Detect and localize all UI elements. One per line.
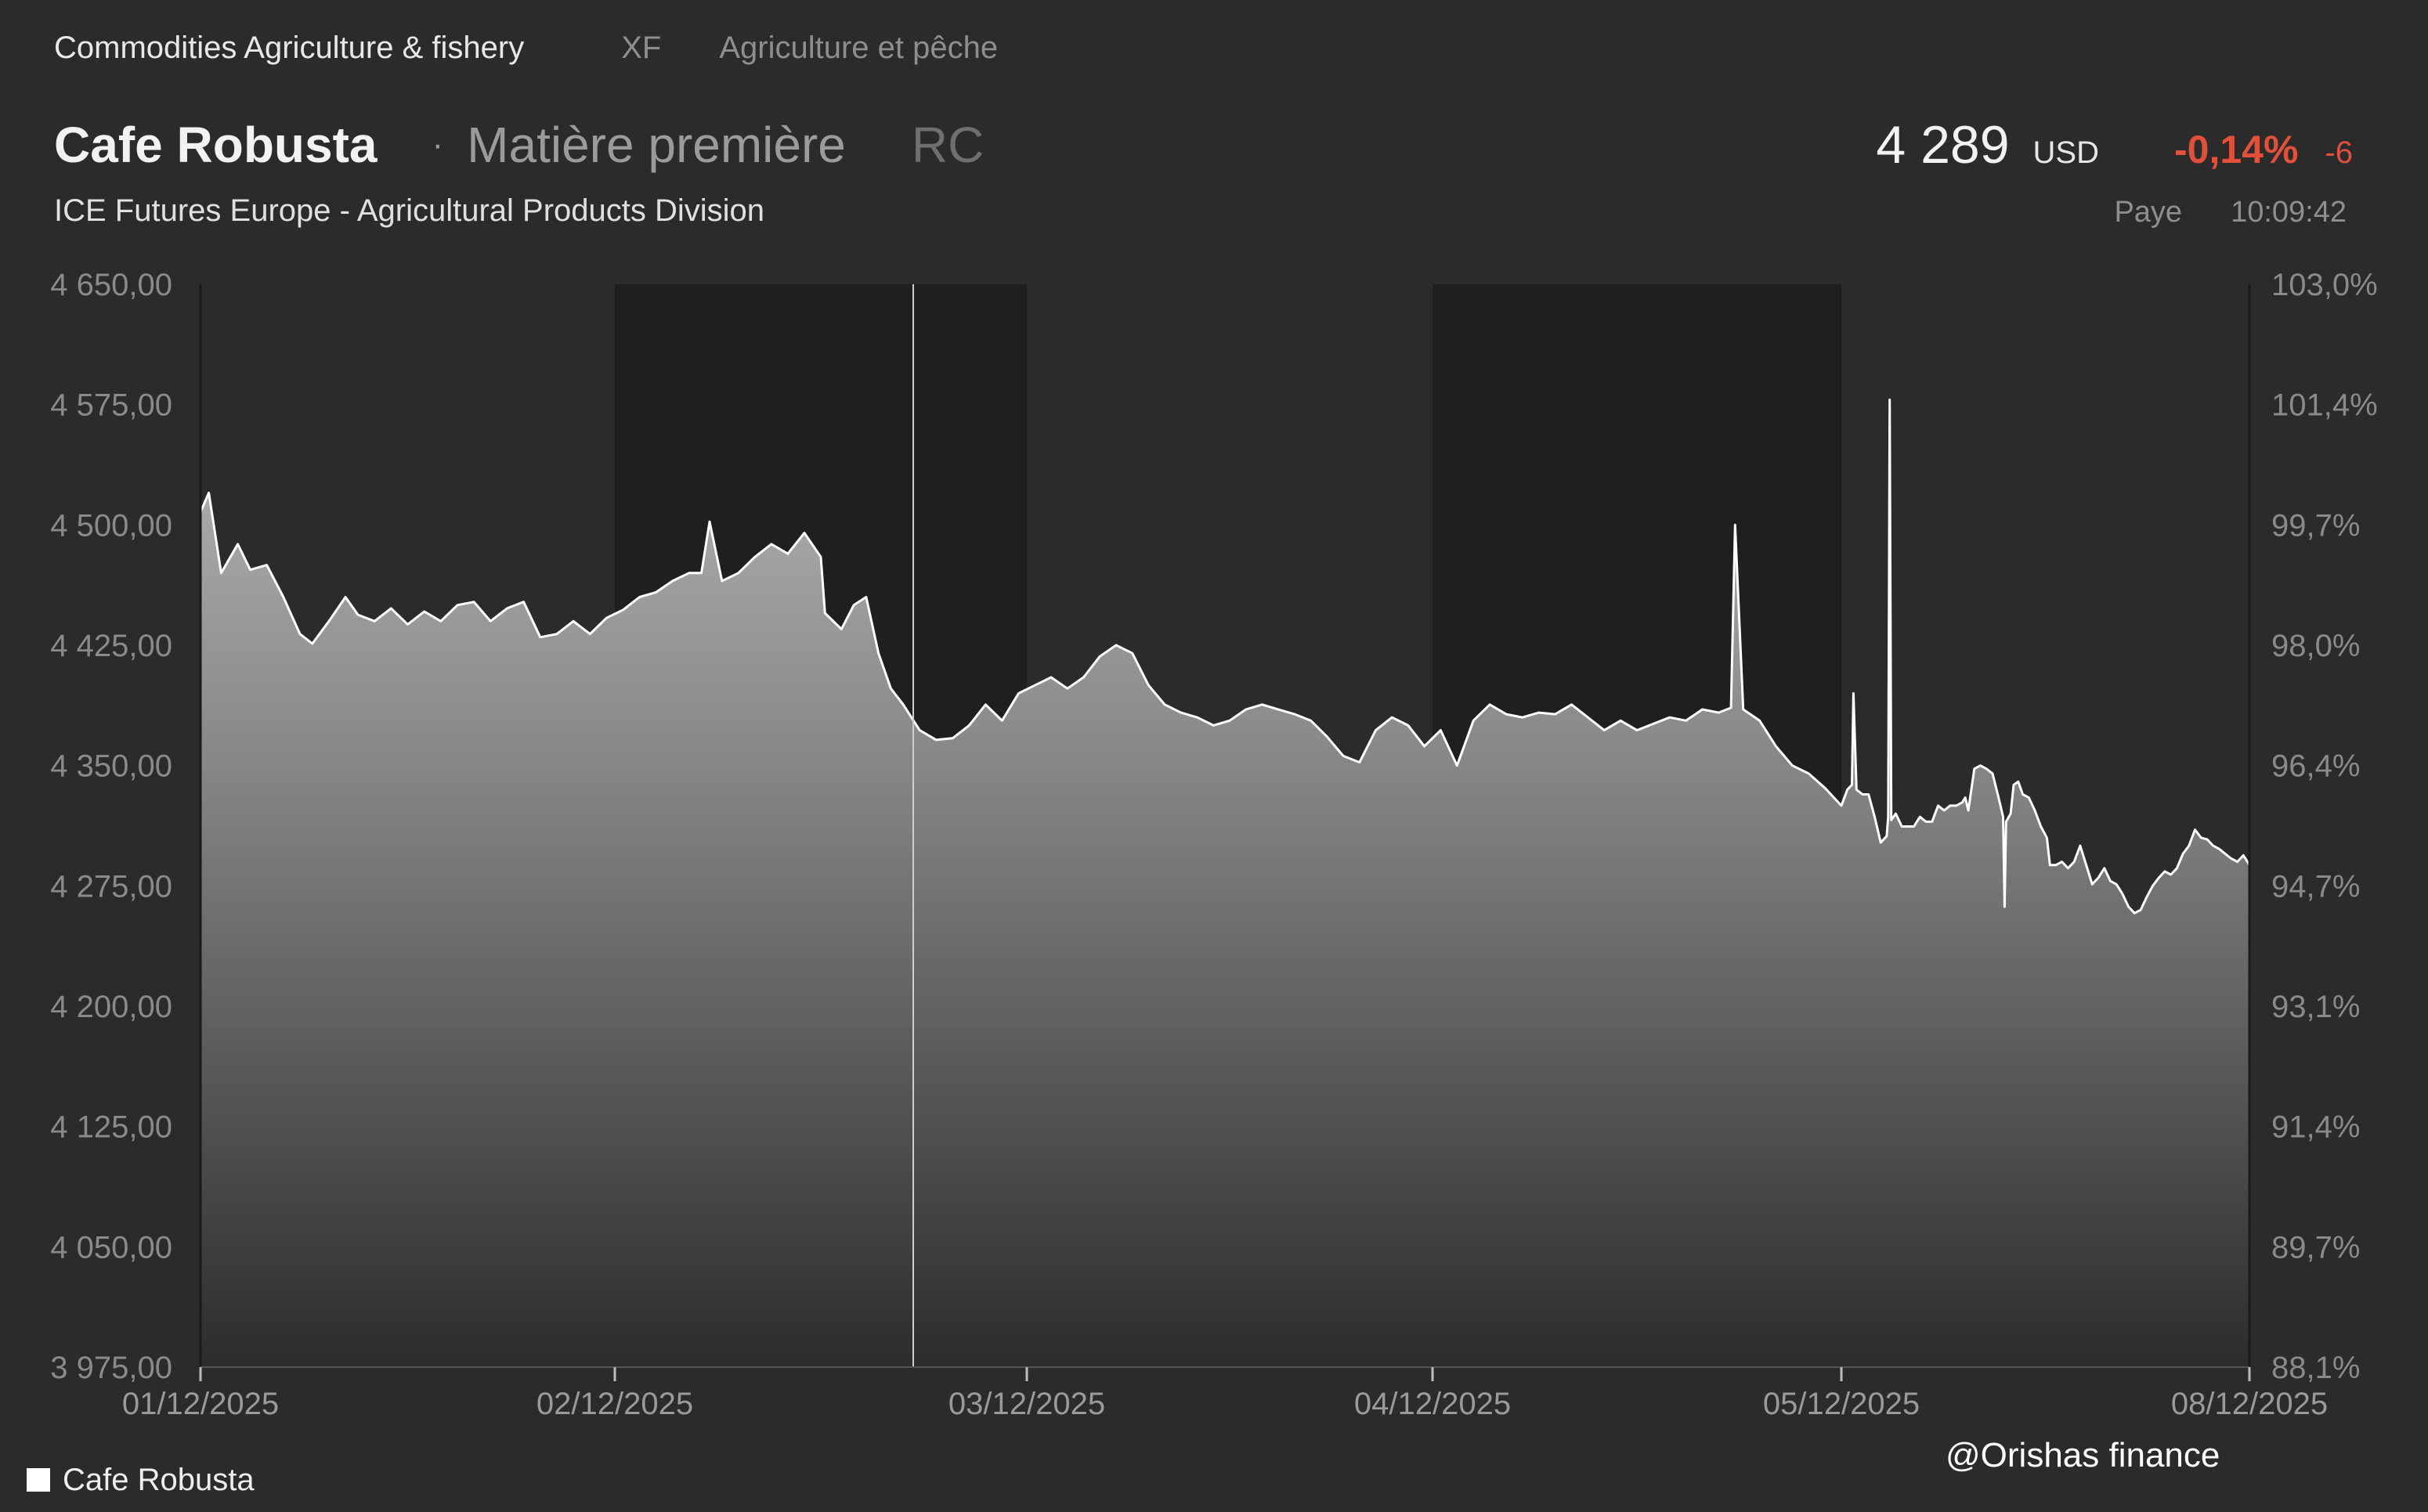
y2-tick-label: 88,1% (2271, 1351, 2360, 1385)
y2-tick-label: 101,4% (2271, 388, 2378, 423)
change-absolute: -6 (2325, 135, 2353, 170)
watermark: @Orishas finance (1946, 1436, 2220, 1474)
instrument-type: Matière première (467, 117, 846, 173)
y2-tick-label: 89,7% (2271, 1230, 2360, 1265)
x-tick-label: 04/12/2025 (1354, 1387, 1511, 1421)
y2-tick-label: 99,7% (2271, 508, 2360, 543)
y-tick-label: 4 650,00 (50, 268, 172, 302)
title-row: Cafe Robusta · Matière première RC (54, 110, 984, 180)
x-tick-label: 03/12/2025 (948, 1387, 1105, 1421)
breadcrumb-code[interactable]: XF (621, 30, 662, 65)
x-tick-label: 08/12/2025 (2171, 1387, 2328, 1421)
page-title: Cafe Robusta (54, 117, 378, 173)
currency: USD (2032, 135, 2099, 170)
y2-tick-label: 98,0% (2271, 629, 2360, 663)
x-tick-label: 02/12/2025 (537, 1387, 693, 1421)
breadcrumb: Commodities Agriculture & fishery XF Agr… (54, 28, 998, 67)
y2-tick-label: 93,1% (2271, 990, 2360, 1024)
y-tick-label: 4 125,00 (50, 1110, 172, 1145)
breadcrumb-category[interactable]: Commodities Agriculture & fishery (54, 30, 525, 65)
x-tick-label: 01/12/2025 (122, 1387, 279, 1421)
y-tick-label: 4 350,00 (50, 749, 172, 784)
y-tick-label: 4 050,00 (50, 1230, 172, 1265)
y2-tick-label: 94,7% (2271, 869, 2360, 904)
quote-panel: 4 289 USD -0,14% -6 (1876, 114, 2353, 185)
legend-swatch (27, 1468, 50, 1492)
exchange-name: ICE Futures Europe - Agricultural Produc… (54, 193, 765, 228)
y-tick-label: 4 425,00 (50, 629, 172, 663)
x-tick-label: 05/12/2025 (1763, 1387, 1920, 1421)
y2-tick-label: 103,0% (2271, 268, 2378, 302)
legend-label: Cafe Robusta (63, 1462, 255, 1497)
y2-tick-label: 96,4% (2271, 749, 2360, 784)
quote-status: Paye 10:09:42 (2114, 193, 2347, 232)
title-separator: · (432, 125, 444, 164)
status-label: Paye (2114, 195, 2183, 229)
ticker-symbol: RC (911, 117, 985, 173)
price-area (201, 399, 2249, 1367)
breadcrumb-category-fr[interactable]: Agriculture et pêche (719, 30, 999, 65)
y-tick-label: 4 575,00 (50, 388, 172, 423)
change-percent: -0,14% (2173, 128, 2299, 171)
y-tick-label: 4 275,00 (50, 869, 172, 904)
y-tick-label: 3 975,00 (50, 1351, 172, 1385)
y-tick-label: 4 200,00 (50, 990, 172, 1024)
chart-legend[interactable]: Cafe Robusta (27, 1460, 255, 1500)
quote-time: 10:09:42 (2231, 195, 2347, 229)
y-tick-label: 4 500,00 (50, 508, 172, 543)
price-line (199, 399, 2251, 915)
y2-tick-label: 91,4% (2271, 1110, 2360, 1145)
last-price: 4 289 (1876, 115, 2010, 175)
